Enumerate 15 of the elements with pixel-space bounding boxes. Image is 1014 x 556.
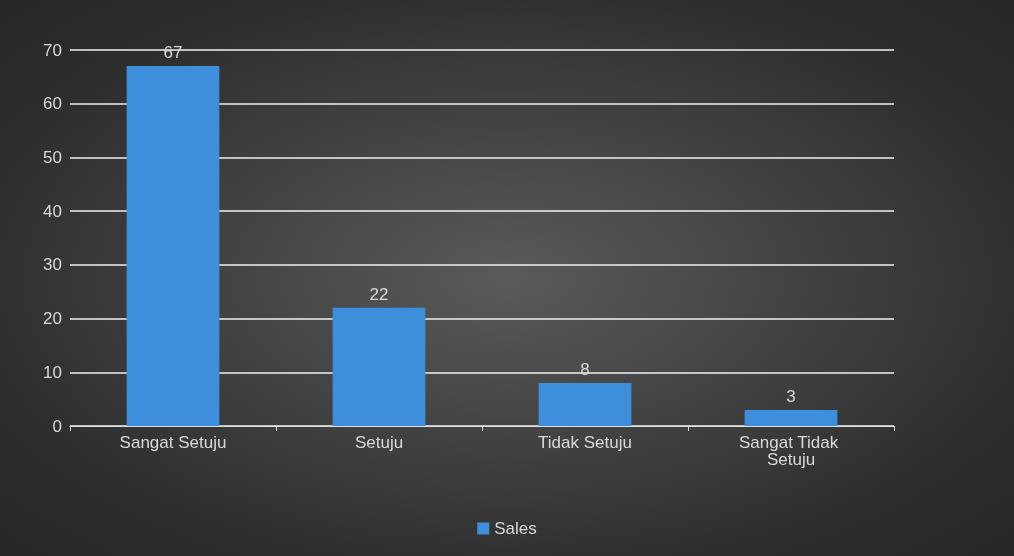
y-tick-label: 30 — [43, 255, 62, 275]
y-tick-label: 50 — [43, 147, 62, 167]
y-tick-label: 60 — [43, 94, 62, 114]
y-tick-label: 0 — [52, 416, 62, 436]
x-tick-label: Tidak Setuju — [538, 433, 632, 452]
y-tick-label: 70 — [43, 40, 62, 60]
x-tick-label: Sangat Tidak Setuju — [739, 433, 843, 469]
x-tick-label: Setuju — [354, 433, 404, 452]
y-tick-label: 10 — [43, 362, 62, 382]
y-tick-label: 40 — [43, 201, 62, 221]
data-label: 22 — [369, 284, 389, 304]
data-label: 3 — [786, 386, 796, 406]
legend-label: Sales — [494, 519, 537, 538]
y-tick-label: 20 — [43, 309, 62, 329]
x-tick-label: Sangat Setuju — [119, 433, 227, 452]
